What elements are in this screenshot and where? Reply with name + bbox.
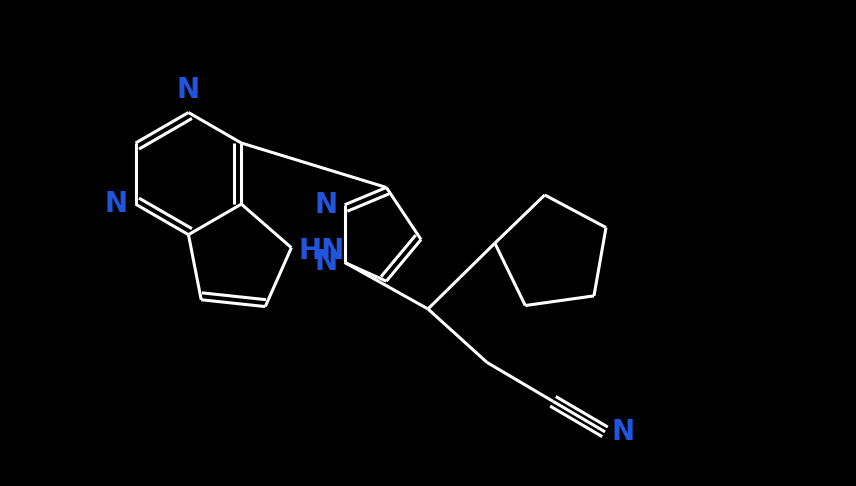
Text: N: N: [315, 248, 338, 277]
Text: HN: HN: [299, 237, 345, 265]
Text: N: N: [315, 191, 338, 219]
Text: N: N: [104, 190, 128, 218]
Text: N: N: [177, 76, 200, 104]
Text: N: N: [612, 418, 635, 446]
